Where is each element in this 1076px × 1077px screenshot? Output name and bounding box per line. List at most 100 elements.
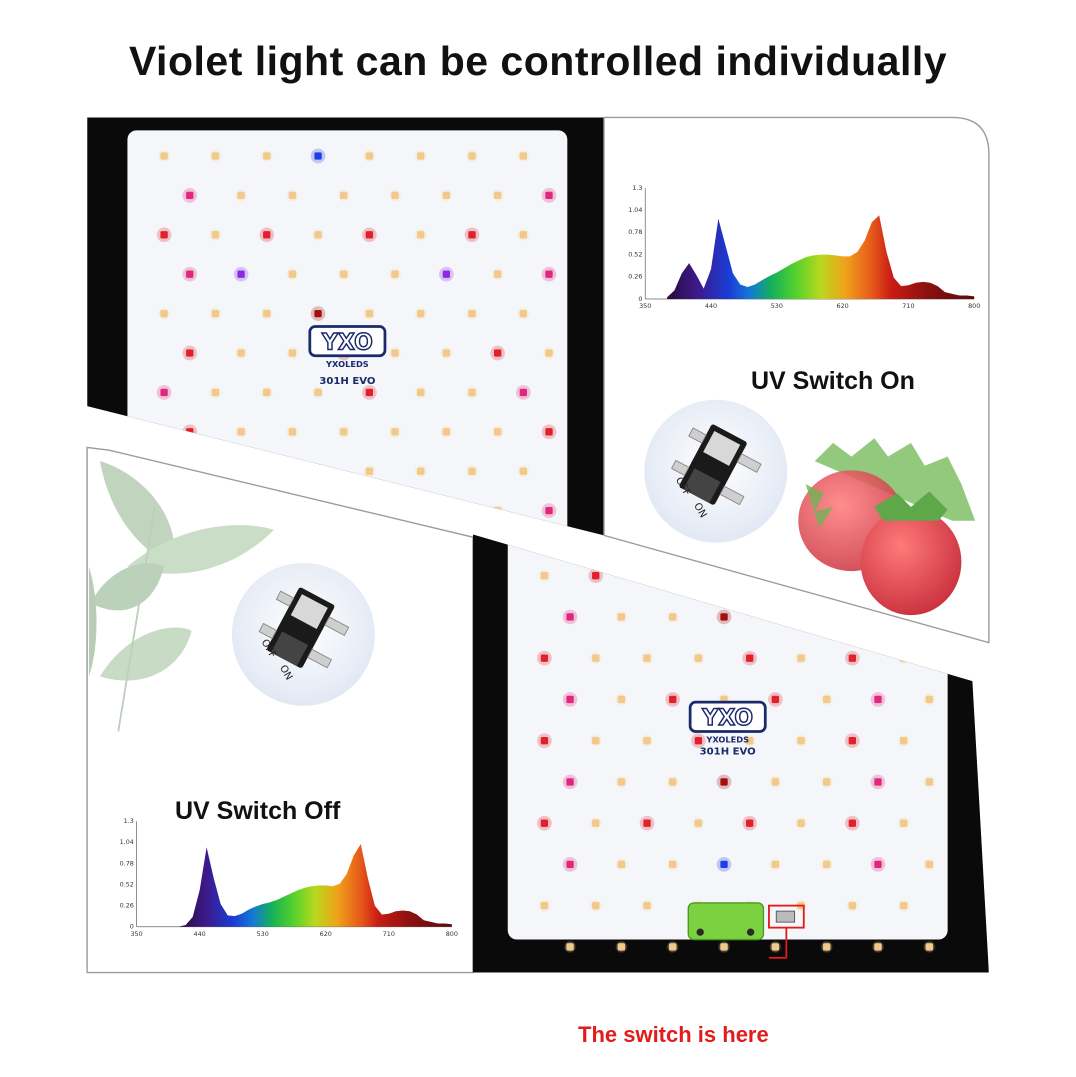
led (388, 267, 402, 281)
led (691, 569, 705, 583)
led (337, 267, 351, 281)
logo-text: YXO (701, 706, 753, 731)
led (665, 692, 681, 707)
led (897, 734, 911, 748)
led (259, 227, 275, 243)
led (516, 228, 530, 242)
led (285, 267, 299, 281)
led (260, 307, 274, 321)
led (414, 228, 428, 242)
led (260, 149, 274, 163)
led (640, 734, 654, 748)
led (870, 857, 886, 872)
led (871, 940, 885, 954)
led (768, 857, 782, 871)
led (516, 385, 531, 400)
led (845, 899, 859, 913)
x-tick-label: 440 (194, 930, 206, 938)
led (691, 651, 705, 665)
led (516, 149, 530, 163)
y-tick-label: 1.3 (632, 184, 642, 192)
led (465, 464, 479, 478)
caption-uv-on: UV Switch On (751, 367, 915, 395)
led (742, 815, 758, 831)
led (717, 940, 731, 954)
led (614, 775, 628, 789)
led (845, 815, 860, 831)
led (538, 569, 551, 583)
led (870, 692, 886, 707)
led (640, 651, 654, 665)
led (234, 188, 248, 202)
led (614, 693, 628, 706)
led (362, 307, 376, 321)
led (897, 899, 911, 913)
led (388, 504, 402, 518)
led (820, 610, 834, 624)
led (537, 733, 552, 748)
led (260, 386, 274, 399)
led (310, 148, 326, 164)
headline: Violet light can be controlled individua… (128, 38, 948, 84)
y-tick-label: 0.26 (120, 901, 134, 909)
led (716, 774, 732, 790)
x-tick-label: 710 (383, 930, 395, 938)
x-tick-label: 530 (771, 302, 783, 310)
led (768, 775, 782, 789)
led (742, 650, 758, 666)
led (182, 266, 198, 282)
led (156, 385, 172, 400)
led (388, 425, 402, 439)
x-tick-label: 440 (705, 302, 717, 310)
led (439, 503, 454, 518)
led (541, 266, 557, 282)
led (465, 386, 479, 399)
top-board-logo: YXO YXOLEDS 301H EVO (308, 325, 387, 387)
y-tick-label: 0.78 (628, 228, 642, 236)
led (491, 188, 505, 202)
led (562, 774, 578, 790)
led (465, 149, 479, 163)
led (922, 940, 936, 954)
led (285, 346, 299, 360)
led (182, 424, 198, 440)
led (845, 650, 860, 666)
brand-text: YXOLEDS (325, 359, 369, 369)
led (414, 307, 428, 321)
model-text: 301H EVO (700, 746, 756, 757)
led (922, 693, 936, 706)
led (209, 307, 222, 321)
x-tick-label: 710 (902, 302, 914, 310)
led (794, 651, 808, 665)
switch-closeup-bottom: OFF ON (231, 562, 375, 706)
led (209, 228, 222, 242)
spectrum-area (178, 844, 452, 927)
led (233, 266, 249, 282)
led (716, 609, 732, 625)
led (768, 940, 782, 954)
led (845, 733, 860, 748)
led (362, 149, 376, 163)
led (666, 610, 680, 624)
led (491, 504, 505, 518)
led (414, 386, 428, 399)
x-tick-label: 350 (130, 930, 142, 938)
y-tick-label: 0 (638, 295, 642, 303)
led (589, 651, 603, 665)
y-tick-label: 0.52 (628, 250, 642, 258)
switch-closeup-top: OFF ON (644, 399, 788, 543)
led (362, 464, 376, 478)
led (820, 693, 834, 706)
x-tick-label: 800 (968, 302, 980, 310)
y-tick-label: 0.52 (120, 880, 134, 888)
switch-location-note: The switch is here (578, 1022, 769, 1047)
led (337, 425, 351, 439)
bottom-board-logo: YXO YXOLEDS 301H EVO (688, 700, 767, 757)
led (388, 188, 402, 202)
led (491, 425, 505, 439)
led (439, 425, 453, 439)
led (562, 609, 578, 625)
led (794, 816, 808, 830)
led (897, 816, 911, 830)
